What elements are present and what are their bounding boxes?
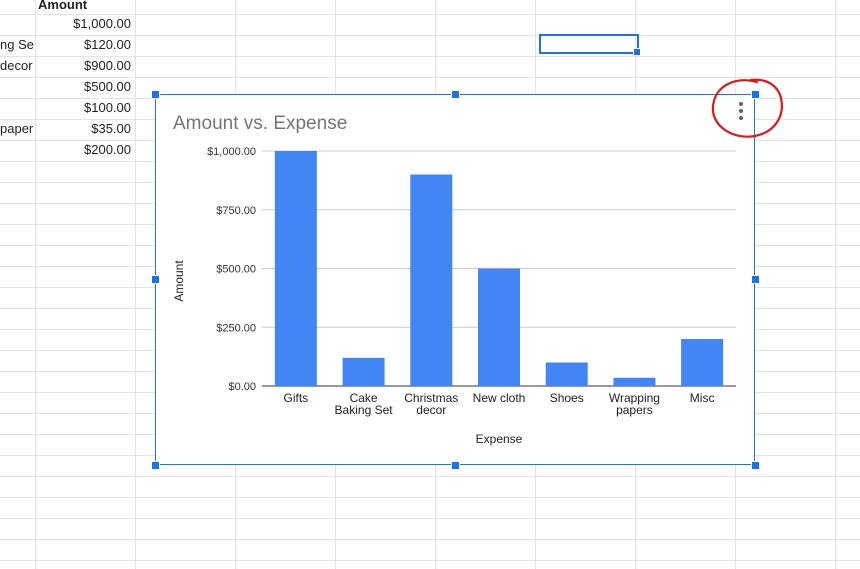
selected-cell[interactable] [539,34,641,56]
y-tick-label: $0.00 [228,381,256,393]
more-vert-icon[interactable] [734,100,748,122]
amount-cell[interactable]: $120.00 [84,37,131,52]
bar[interactable] [410,174,453,387]
amount-cell[interactable]: $100.00 [84,100,131,115]
resize-handle-top-left[interactable] [151,90,160,99]
dot [739,116,743,120]
chart-container[interactable] [155,94,755,465]
x-axis-label: Expense [476,432,523,446]
x-tick-label: New cloth [473,391,526,405]
x-tick-label: Cake [350,391,378,405]
chart-title: Amount vs. Expense [173,113,347,134]
dot [739,102,743,106]
annotation-circle-icon [711,78,783,138]
x-tick-label: decor [416,403,446,417]
bar[interactable] [545,362,588,387]
x-tick-label: Wrapping [609,391,660,405]
x-tick-label: Shoes [550,391,584,405]
bars [274,151,724,387]
bar[interactable] [681,339,724,386]
expense-cell[interactable]: ng Set [0,37,34,52]
x-tick-label: Gifts [284,391,309,405]
amount-cell[interactable]: $900.00 [84,58,131,73]
bar[interactable] [613,377,656,386]
y-tick-labels: $0.00 $250.00 $500.00 $750.00 $1,000.00 [207,146,256,393]
resize-handle-left[interactable] [151,275,160,284]
resize-handle-top[interactable] [451,90,460,99]
resize-handle-top-right[interactable] [751,90,760,99]
expense-cell[interactable]: papers [0,121,34,136]
bar[interactable] [342,357,385,386]
amount-cell[interactable]: $200.00 [84,142,131,157]
y-tick-label: $500.00 [216,264,256,276]
x-tick-label: Christmas [404,391,458,405]
resize-handle-right[interactable] [751,275,760,284]
y-tick-label: $1,000.00 [207,146,256,158]
amount-cell[interactable]: $35.00 [91,121,131,136]
resize-handle-bottom[interactable] [451,461,460,470]
gridlines [262,150,736,387]
y-tick-label: $750.00 [216,205,256,217]
amount-column-header: Amount [38,0,88,12]
fill-handle[interactable] [633,48,641,56]
x-tick-label: papers [616,403,653,417]
x-tick-label: Misc [690,391,715,405]
x-tick-label: Baking Set [335,403,394,417]
resize-handle-bottom-right[interactable] [751,461,760,470]
expense-cell[interactable]: decor [0,58,33,73]
y-axis-label: Amount [172,260,186,302]
bar[interactable] [274,151,317,386]
amount-cell[interactable]: $500.00 [84,79,131,94]
dot [739,109,743,113]
amount-cell[interactable]: $1,000.00 [73,16,131,31]
resize-handle-bottom-left[interactable] [151,461,160,470]
y-tick-label: $250.00 [216,322,256,334]
bar[interactable] [478,268,520,387]
